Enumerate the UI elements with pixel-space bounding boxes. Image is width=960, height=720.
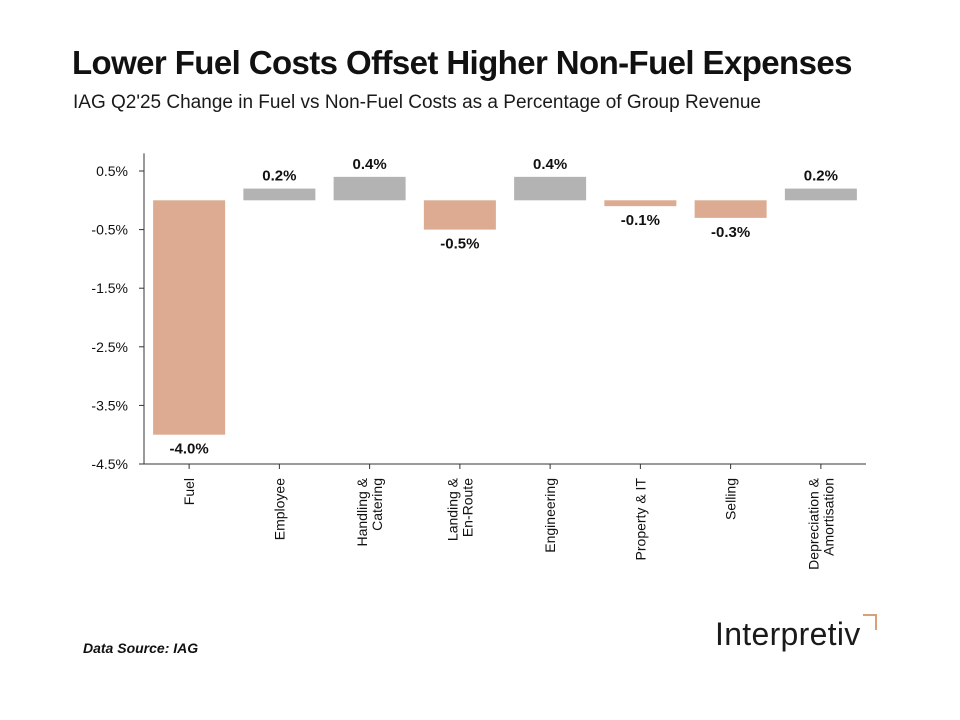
y-tick-label: -2.5% (91, 339, 128, 355)
bar-value-label: -4.0% (170, 441, 209, 458)
category-label-line: Property & IT (632, 478, 648, 561)
y-tick-label: -4.5% (91, 456, 128, 472)
category-label: Engineering (542, 478, 558, 553)
category-label: Property & IT (632, 478, 648, 561)
bar (694, 200, 767, 218)
bar (153, 200, 226, 435)
category-label: Fuel (181, 478, 197, 505)
chart-subtitle: IAG Q2'25 Change in Fuel vs Non-Fuel Cos… (73, 92, 761, 113)
category-label: Selling (723, 478, 739, 520)
category-label-line: Selling (723, 478, 739, 520)
category-label: Depreciation & Amortisation (805, 477, 836, 569)
category-label-line: Amortisation (820, 478, 836, 556)
bar-value-label: 0.2% (804, 168, 838, 185)
category-label-line: Landing & (444, 477, 460, 541)
bar-value-label: 0.4% (533, 156, 567, 173)
bar (514, 176, 587, 201)
bar-value-label: -0.3% (711, 224, 750, 241)
bar (423, 200, 496, 230)
category-label-line: Catering (369, 478, 385, 531)
interpretiv-logo: Interpretiv (715, 616, 861, 652)
category-label: Employee (271, 478, 287, 540)
logo-corner-mark (863, 614, 877, 630)
bar-value-label: 0.4% (353, 156, 387, 173)
bar (333, 176, 406, 201)
category-label: Landing & En-Route (444, 477, 475, 541)
bar (243, 188, 316, 201)
category-label-line: Fuel (181, 478, 197, 505)
category-label-line: Employee (271, 478, 287, 540)
bar-value-label: -0.5% (440, 236, 479, 253)
category-label-line: Depreciation & (805, 477, 821, 569)
y-tick-label: 0.5% (96, 163, 128, 179)
bar-value-label: 0.2% (262, 168, 296, 185)
bar (784, 188, 857, 201)
category-label-line: Engineering (542, 478, 558, 553)
category-label: Handling & Catering (354, 477, 385, 546)
y-tick-label: -3.5% (91, 397, 128, 413)
category-label-line: Handling & (354, 477, 370, 546)
y-tick-label: -0.5% (91, 222, 128, 238)
bar (604, 200, 677, 207)
chart-title: Lower Fuel Costs Offset Higher Non-Fuel … (72, 44, 852, 81)
data-source-note: Data Source: IAG (83, 640, 199, 656)
category-label-line: En-Route (459, 478, 475, 537)
bar-value-label: -0.1% (621, 212, 660, 229)
y-tick-label: -1.5% (91, 280, 128, 296)
